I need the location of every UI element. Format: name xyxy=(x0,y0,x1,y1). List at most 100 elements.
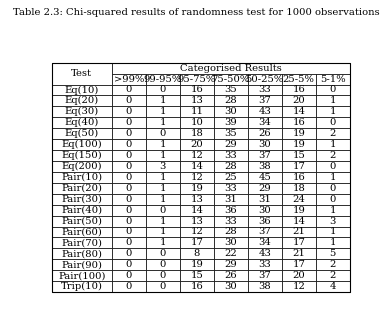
Bar xyxy=(52,172,112,183)
Bar xyxy=(214,183,248,194)
Bar xyxy=(52,117,112,128)
Text: 0: 0 xyxy=(330,184,336,193)
Text: 28: 28 xyxy=(224,96,237,105)
Text: 11: 11 xyxy=(190,107,203,116)
Text: Pair(80): Pair(80) xyxy=(62,249,102,258)
Text: 26: 26 xyxy=(258,129,271,138)
Bar xyxy=(282,139,316,150)
Text: 31: 31 xyxy=(258,195,271,204)
Text: 37: 37 xyxy=(258,227,271,236)
Bar xyxy=(112,84,146,95)
Text: 0: 0 xyxy=(125,216,132,225)
Text: 13: 13 xyxy=(190,195,203,204)
Text: 35: 35 xyxy=(224,85,237,94)
Bar xyxy=(214,150,248,161)
Text: Categorised Results: Categorised Results xyxy=(180,64,281,72)
Text: Pair(60): Pair(60) xyxy=(62,227,102,236)
Text: 14: 14 xyxy=(292,216,305,225)
Text: 1: 1 xyxy=(330,173,336,182)
Bar xyxy=(282,128,316,139)
Text: 1: 1 xyxy=(330,238,336,247)
Bar xyxy=(112,161,146,172)
Bar xyxy=(248,117,282,128)
Bar xyxy=(282,73,316,84)
Text: 0: 0 xyxy=(125,85,132,94)
Text: 0: 0 xyxy=(160,249,166,258)
Bar xyxy=(214,106,248,117)
Bar xyxy=(146,172,180,183)
Text: 19: 19 xyxy=(292,140,305,149)
Text: 14: 14 xyxy=(190,206,203,214)
Text: 19: 19 xyxy=(190,184,203,193)
Text: 38: 38 xyxy=(258,162,271,171)
Text: 30: 30 xyxy=(224,107,237,116)
Text: Pair(50): Pair(50) xyxy=(62,216,102,225)
Bar xyxy=(282,205,316,215)
Bar xyxy=(180,183,214,194)
Text: 0: 0 xyxy=(125,238,132,247)
Text: 22: 22 xyxy=(224,249,237,258)
Bar xyxy=(146,237,180,248)
Text: 26: 26 xyxy=(224,271,237,280)
Text: Pair(10): Pair(10) xyxy=(61,173,102,182)
Text: >99%: >99% xyxy=(114,74,144,83)
Bar xyxy=(180,161,214,172)
Text: 1: 1 xyxy=(330,96,336,105)
Bar xyxy=(248,128,282,139)
Text: 0: 0 xyxy=(125,96,132,105)
Text: 14: 14 xyxy=(292,107,305,116)
Text: 13: 13 xyxy=(190,216,203,225)
Bar xyxy=(52,63,112,84)
Text: 24: 24 xyxy=(292,195,305,204)
Text: 0: 0 xyxy=(160,85,166,94)
Bar xyxy=(112,95,146,106)
Bar xyxy=(214,139,248,150)
Text: 2: 2 xyxy=(330,151,336,160)
Text: 95-75%: 95-75% xyxy=(178,74,216,83)
Text: 75-50%: 75-50% xyxy=(212,74,250,83)
Text: Pair(20): Pair(20) xyxy=(62,184,102,193)
Bar xyxy=(282,237,316,248)
Bar xyxy=(214,128,248,139)
Bar xyxy=(316,150,350,161)
Text: 36: 36 xyxy=(258,216,271,225)
Text: 2: 2 xyxy=(330,129,336,138)
Text: 0: 0 xyxy=(330,118,336,127)
Text: 19: 19 xyxy=(292,206,305,214)
Text: 19: 19 xyxy=(190,260,203,269)
Text: 1: 1 xyxy=(330,206,336,214)
Bar xyxy=(112,194,146,205)
Text: 17: 17 xyxy=(292,162,305,171)
Bar xyxy=(214,172,248,183)
Bar xyxy=(316,270,350,281)
Text: 2: 2 xyxy=(330,260,336,269)
Text: 33: 33 xyxy=(224,184,237,193)
Text: Pair(90): Pair(90) xyxy=(62,260,102,269)
Text: 16: 16 xyxy=(292,118,305,127)
Bar xyxy=(282,215,316,226)
Text: Pair(40): Pair(40) xyxy=(61,206,102,214)
Bar xyxy=(214,259,248,270)
Text: 0: 0 xyxy=(125,173,132,182)
Bar xyxy=(112,205,146,215)
Text: 0: 0 xyxy=(125,118,132,127)
Text: 21: 21 xyxy=(292,227,305,236)
Bar xyxy=(316,117,350,128)
Bar xyxy=(146,139,180,150)
Text: 43: 43 xyxy=(258,249,271,258)
Bar xyxy=(112,139,146,150)
Bar xyxy=(52,259,112,270)
Bar xyxy=(316,161,350,172)
Text: 12: 12 xyxy=(190,227,203,236)
Bar xyxy=(180,150,214,161)
Text: 29: 29 xyxy=(258,184,271,193)
Bar xyxy=(282,172,316,183)
Text: 30: 30 xyxy=(224,238,237,247)
Text: 0: 0 xyxy=(125,195,132,204)
Bar xyxy=(316,237,350,248)
Bar xyxy=(316,248,350,259)
Text: 43: 43 xyxy=(258,107,271,116)
Bar xyxy=(112,128,146,139)
Bar xyxy=(146,106,180,117)
Text: 36: 36 xyxy=(224,206,237,214)
